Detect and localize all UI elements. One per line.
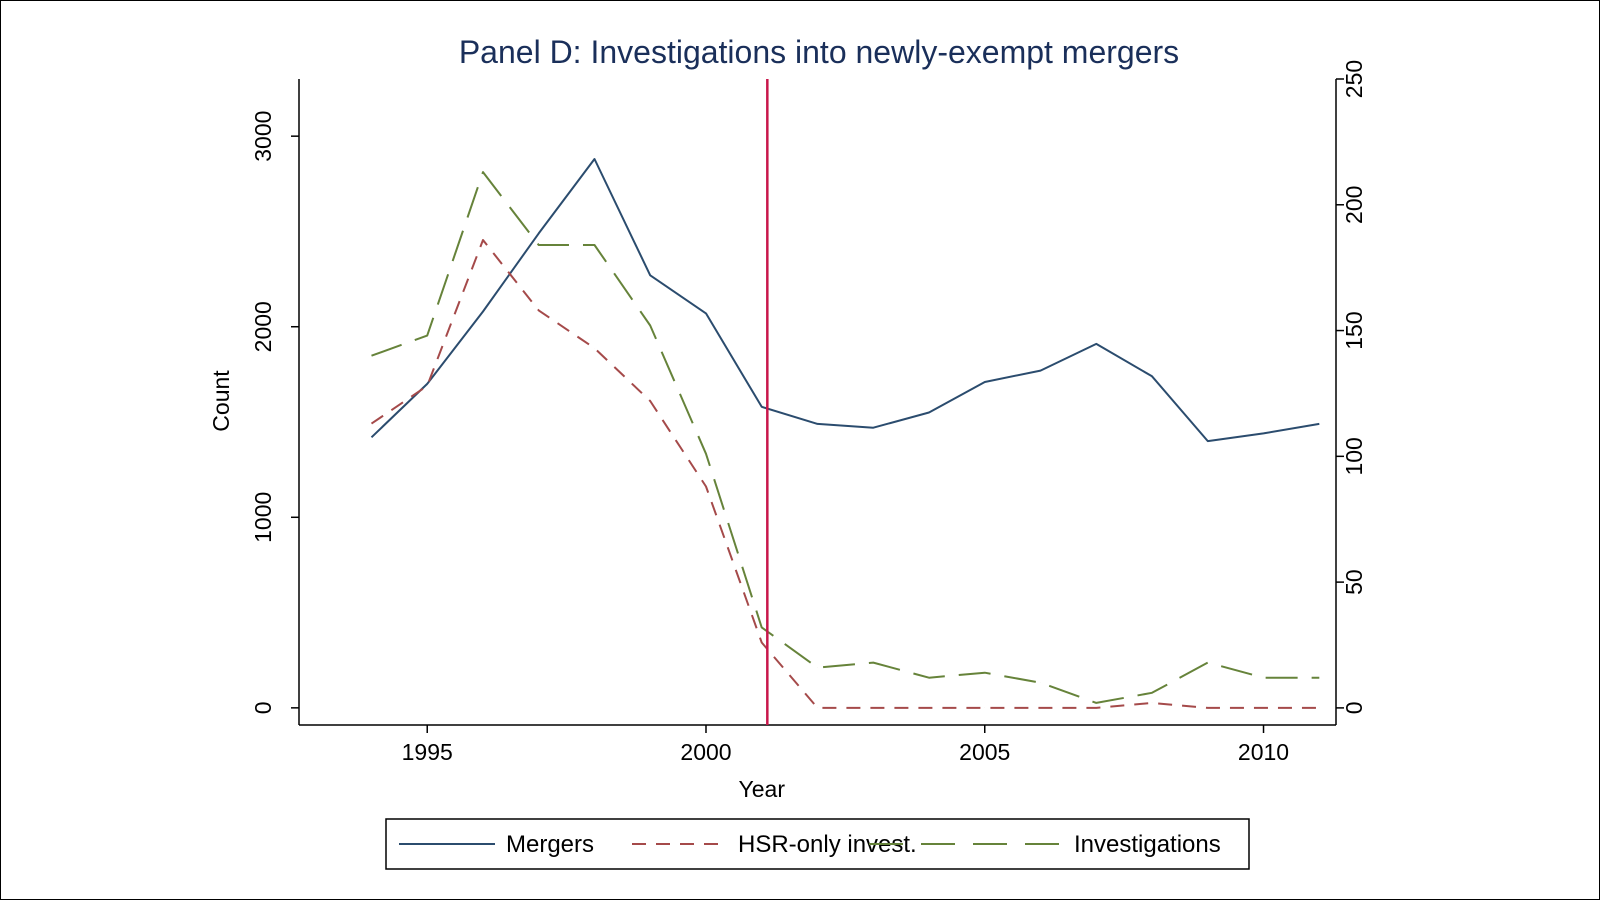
x-axis-ticks: 1995 2000 2005 2010 — [402, 725, 1289, 765]
y-axis-left-ticks: 0 1000 2000 3000 — [250, 111, 299, 715]
series-line-mergers — [372, 159, 1320, 441]
y-left-tick-label-2000: 2000 — [250, 301, 276, 352]
x-axis-label: Year — [739, 776, 786, 802]
y-right-tick-label-0: 0 — [1341, 701, 1367, 714]
y-axis-left-label: Count — [208, 370, 234, 432]
x-tick-label-2005: 2005 — [959, 739, 1010, 765]
x-tick-label-1995: 1995 — [402, 739, 453, 765]
y-left-tick-label-1000: 1000 — [250, 492, 276, 543]
y-axis-right-ticks: 0 50 100 150 200 250 — [1336, 60, 1367, 714]
series-line-investigations — [372, 172, 1320, 703]
chart-title: Panel D: Investigations into newly-exemp… — [459, 34, 1179, 70]
y-right-tick-label-100: 100 — [1341, 437, 1367, 475]
y-right-tick-label-250: 250 — [1341, 60, 1367, 98]
y-left-tick-label-0: 0 — [250, 701, 276, 714]
legend: Mergers HSR-only invest. Investigations — [386, 819, 1249, 869]
legend-label-investigations: Investigations — [1074, 831, 1221, 858]
x-tick-label-2010: 2010 — [1238, 739, 1289, 765]
y-right-tick-label-200: 200 — [1341, 186, 1367, 224]
y-right-tick-label-50: 50 — [1341, 569, 1367, 595]
y-left-tick-label-3000: 3000 — [250, 111, 276, 162]
series-line-hsr-only-invest — [372, 240, 1320, 708]
x-tick-label-2000: 2000 — [680, 739, 731, 765]
plot-frame — [299, 79, 1336, 725]
series-lines — [371, 159, 1319, 708]
y-right-tick-label-150: 150 — [1341, 311, 1367, 349]
legend-label-mergers: Mergers — [506, 831, 594, 858]
